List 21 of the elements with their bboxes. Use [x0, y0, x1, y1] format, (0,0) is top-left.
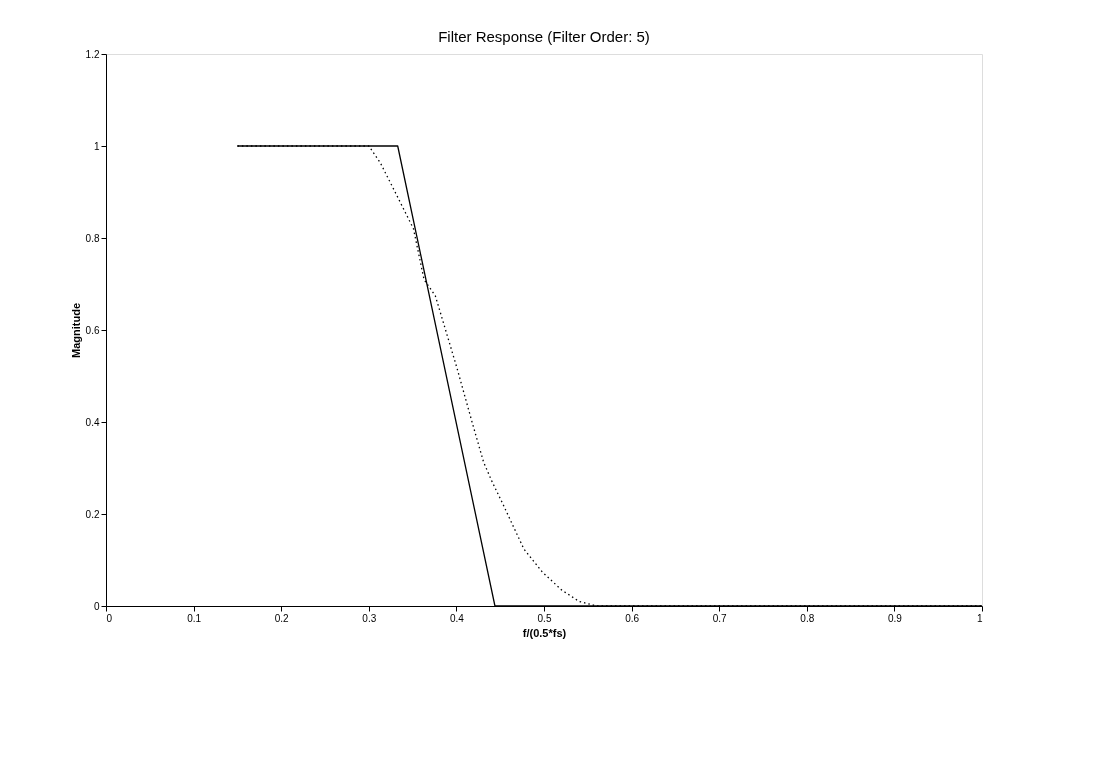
x-tick-label: 1 [976, 612, 983, 624]
y-tick-label: 1.2 [85, 48, 100, 60]
x-axis-title: f/(0.5*fs) [522, 626, 567, 639]
y-tick-label: 1 [93, 140, 100, 152]
x-tick-label: 0.2 [274, 612, 290, 624]
x-tick-label: 0.4 [449, 612, 465, 624]
x-tick-label: 0.3 [362, 612, 377, 624]
chart-title: Filter Response (Filter Order: 5) [438, 28, 650, 45]
x-tick-label: 0 [106, 612, 113, 624]
y-tick-label: 0.2 [85, 508, 100, 520]
y-tick-label: 0.4 [85, 416, 100, 428]
y-tick-label: 0.8 [85, 232, 100, 244]
y-tick-label: 0.6 [85, 324, 100, 336]
x-tick-label: 0.9 [887, 612, 903, 624]
y-tick-label: 0 [93, 600, 100, 612]
x-tick-label: 0.5 [537, 612, 552, 624]
x-tick-label: 0.7 [712, 612, 728, 624]
x-tick-label: 0.8 [800, 612, 815, 624]
x-tick-label: 0.1 [187, 612, 202, 624]
y-axis-title: Magnitude [69, 303, 82, 358]
x-tick-label: 0.6 [625, 612, 640, 624]
